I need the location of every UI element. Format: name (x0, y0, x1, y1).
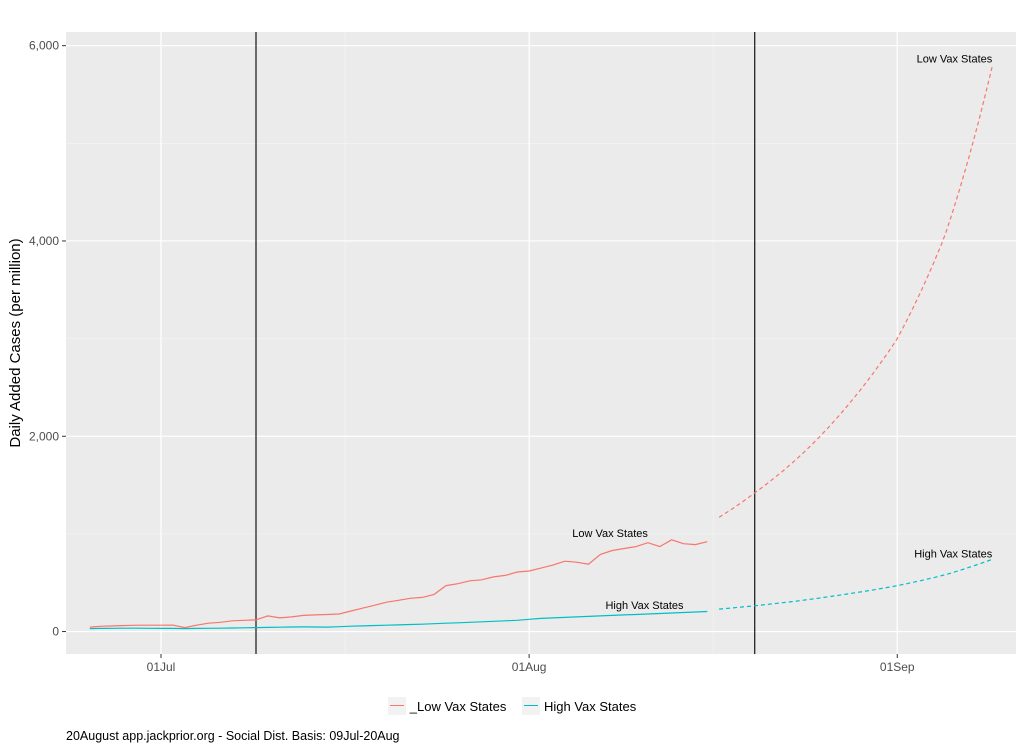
y-tick-label: 4,000 (29, 234, 59, 248)
series-line (718, 66, 993, 518)
x-tick-label: 01Aug (512, 660, 547, 674)
annotation-label: High Vax States (605, 600, 684, 612)
series-line (89, 610, 708, 630)
series-line (89, 539, 708, 629)
x-tick-label: 01Sep (880, 660, 915, 674)
series-line (719, 558, 993, 610)
y-tick-label: 6,000 (29, 39, 59, 53)
y-tick-label: 2,000 (29, 429, 59, 443)
legend-item-low-vax: _Low Vax States (387, 697, 507, 715)
legend-label-high-vax: High Vax States (543, 698, 637, 714)
legend-label-low-vax: _Low Vax States (409, 698, 507, 714)
legend-item-high-vax: High Vax States (521, 697, 637, 715)
caption: 20August app.jackprior.org - Social Dist… (66, 729, 400, 743)
annotations: Low Vax States High Vax States Low Vax Sta… (572, 53, 992, 612)
annotation-label: Low Vax States (572, 528, 648, 540)
series-lines (89, 66, 993, 630)
x-axis: 01Jul 01Aug 01Sep (147, 654, 915, 674)
legend-key-high-vax (521, 697, 540, 715)
annotation-label: Low Vax States (917, 53, 993, 65)
legend-key-low-vax (387, 697, 406, 715)
y-axis: 0 2,000 4,000 6,000 (29, 39, 66, 639)
annotation-label: High Vax States (914, 548, 993, 560)
y-axis-title: Daily Added Cases (per million) (7, 238, 24, 447)
x-tick-label: 01Jul (147, 660, 176, 674)
plot-panel (66, 32, 1016, 654)
grid-lines (66, 32, 1016, 654)
legend: _Low Vax States High Vax States (0, 697, 1024, 718)
y-tick-label: 0 (52, 625, 59, 639)
reference-lines (255, 32, 756, 654)
